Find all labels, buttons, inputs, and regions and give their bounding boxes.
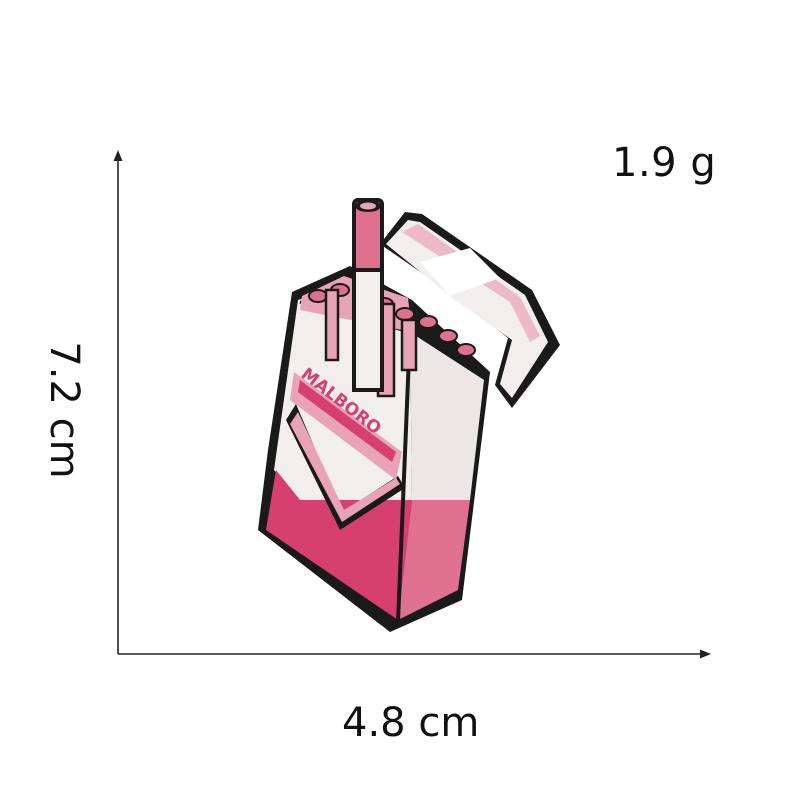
width-label: 4.8 cm bbox=[342, 700, 480, 746]
cigarettes bbox=[300, 198, 476, 398]
height-label-text: 7.2 cm bbox=[41, 341, 87, 479]
cigarette-pack-patch: MALBORO bbox=[258, 198, 560, 632]
pack-lid bbox=[380, 212, 560, 408]
weight-label: 1.9 g bbox=[612, 140, 717, 186]
horizontal-axis-arrowhead bbox=[700, 649, 711, 659]
vertical-axis-arrowhead bbox=[113, 150, 123, 161]
pack-body bbox=[258, 266, 490, 632]
